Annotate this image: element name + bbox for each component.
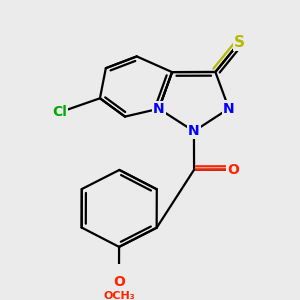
Text: N: N (223, 101, 235, 116)
Text: O: O (113, 274, 125, 289)
Text: O: O (227, 163, 239, 177)
Text: S: S (234, 35, 245, 50)
Text: Cl: Cl (52, 105, 67, 119)
Text: N: N (188, 124, 200, 138)
Text: OCH₃: OCH₃ (103, 291, 135, 300)
Text: N: N (153, 102, 165, 116)
